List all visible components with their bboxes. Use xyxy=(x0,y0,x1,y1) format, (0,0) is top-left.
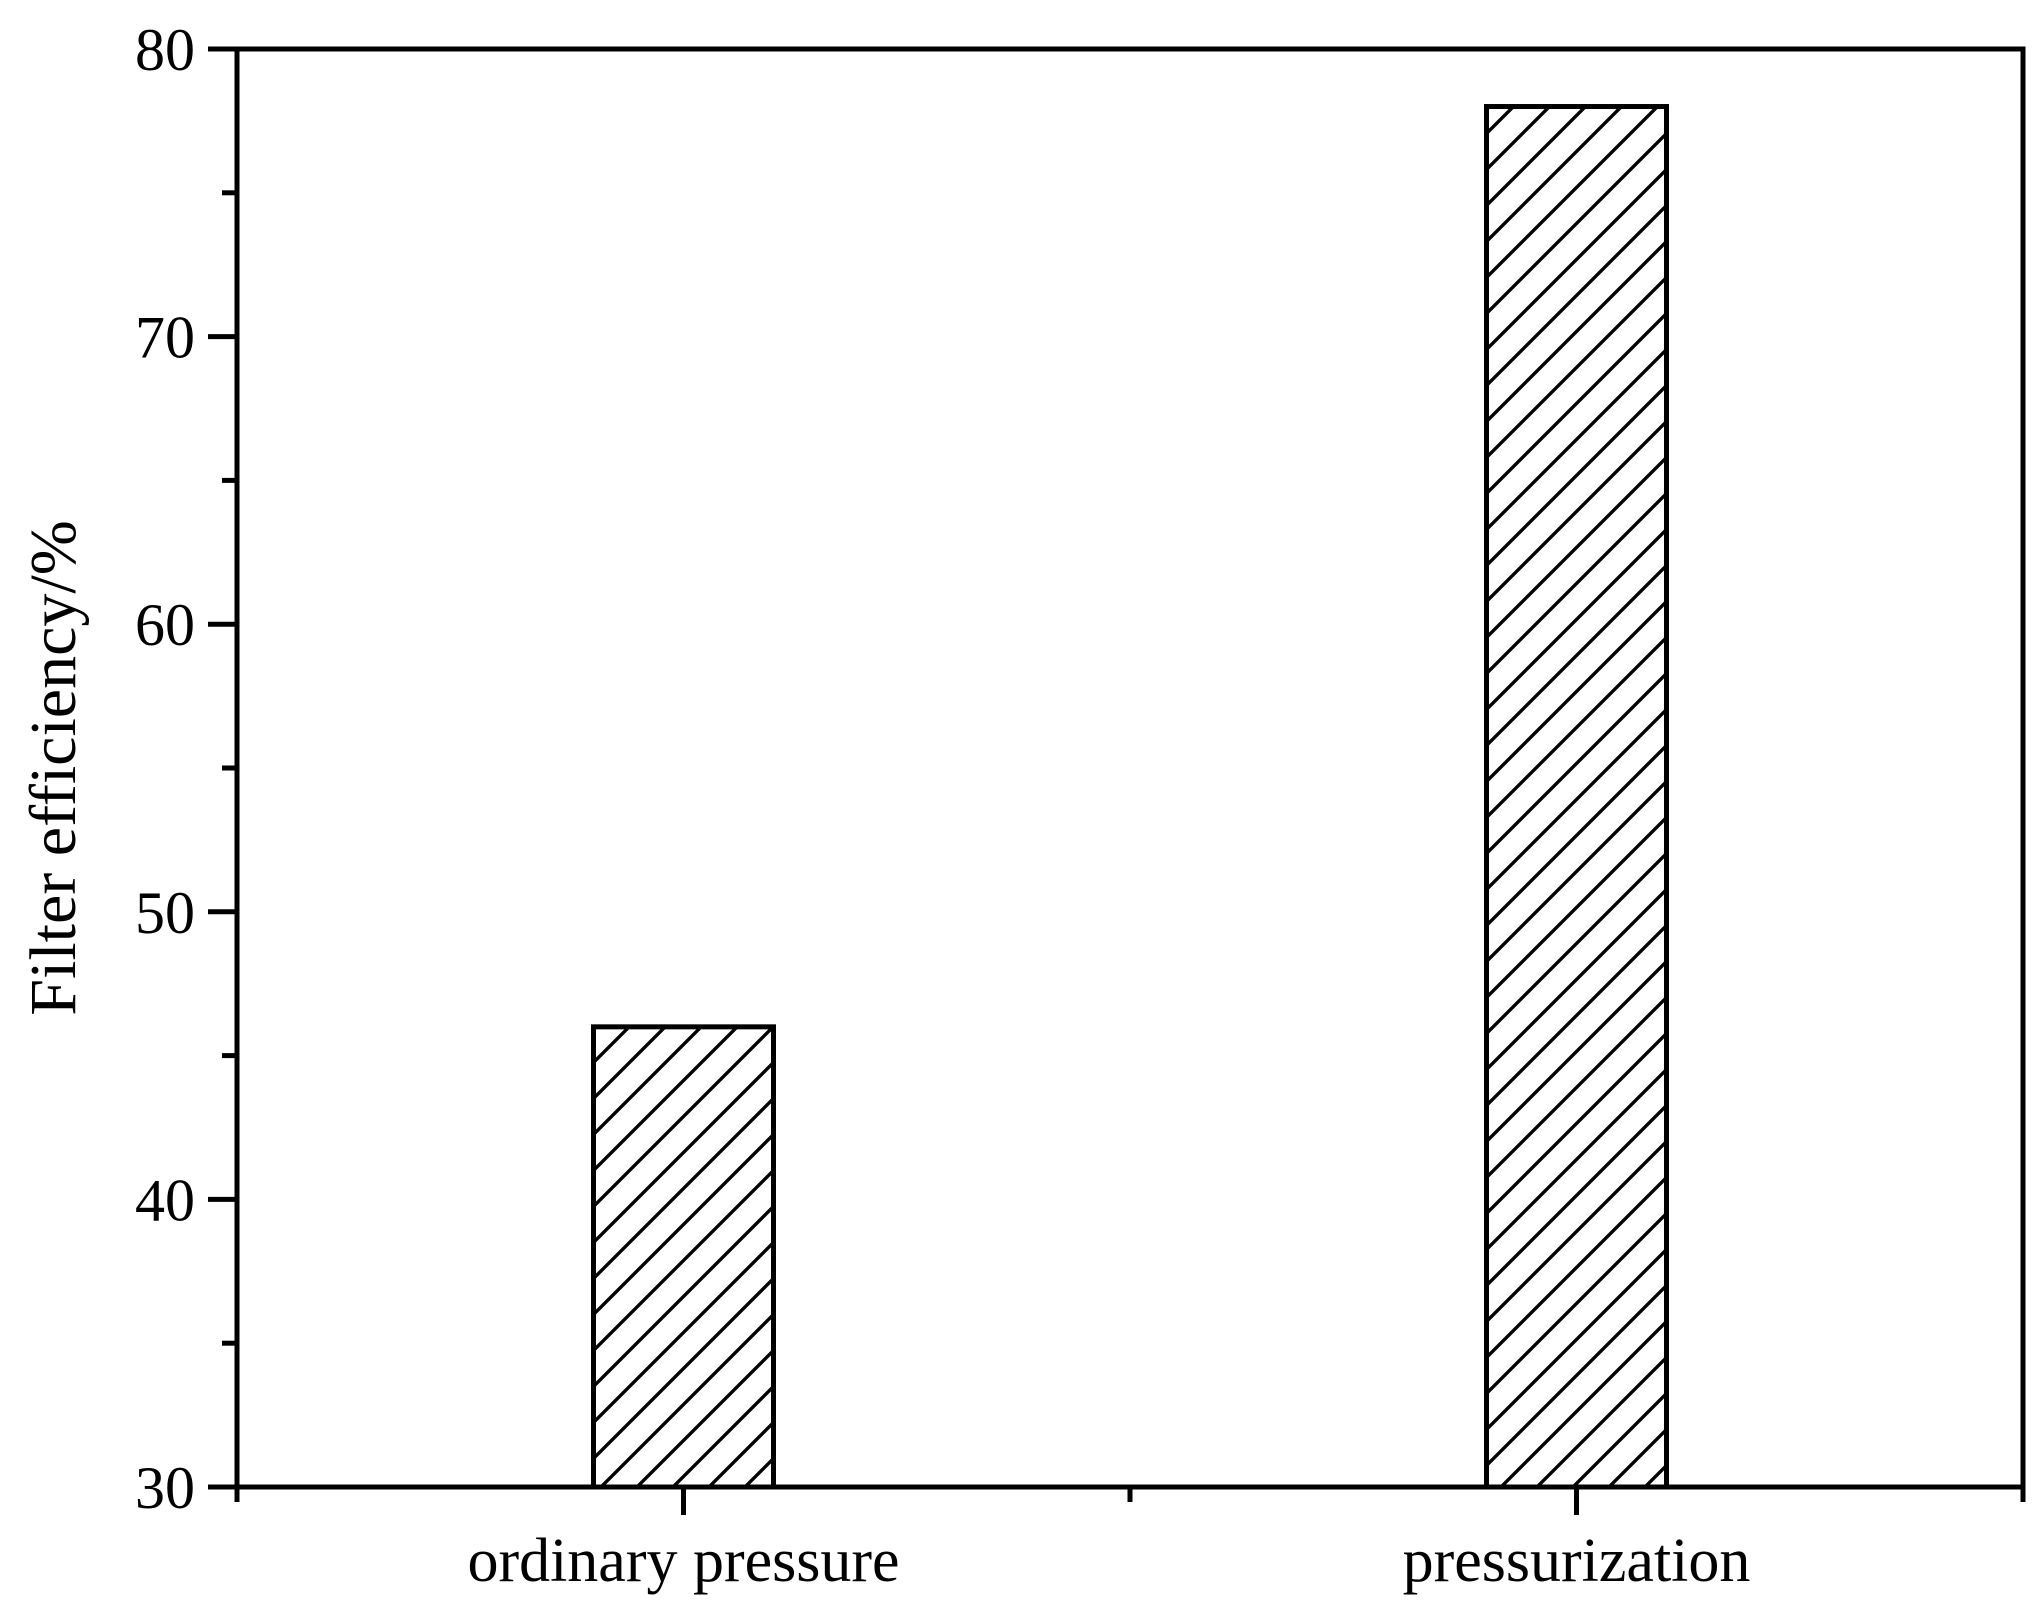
x-axis-category-labels: ordinary pressure pressurization xyxy=(467,1527,1750,1595)
y-axis-tick-labels: 30 40 50 60 70 80 xyxy=(135,17,195,1521)
y-tick-label-30: 30 xyxy=(135,1455,195,1521)
y-tick-label-50: 50 xyxy=(135,880,195,946)
y-tick-label-70: 70 xyxy=(135,305,195,371)
bars-group xyxy=(591,104,1669,1490)
bar-ordinary-pressure xyxy=(591,1024,776,1490)
y-axis-major-ticks xyxy=(208,46,237,1490)
y-axis-title: Filter efficiency/% xyxy=(17,520,90,1015)
plot-frame xyxy=(234,46,2026,1490)
x-axis-major-ticks xyxy=(681,1487,1579,1515)
y-tick-label-60: 60 xyxy=(135,592,195,658)
y-tick-label-80: 80 xyxy=(135,17,195,83)
x-category-label-pressurization: pressurization xyxy=(1403,1527,1751,1595)
y-tick-label-40: 40 xyxy=(135,1167,195,1233)
bar-pressurization xyxy=(1484,104,1669,1490)
x-category-label-ordinary-pressure: ordinary pressure xyxy=(467,1527,899,1595)
